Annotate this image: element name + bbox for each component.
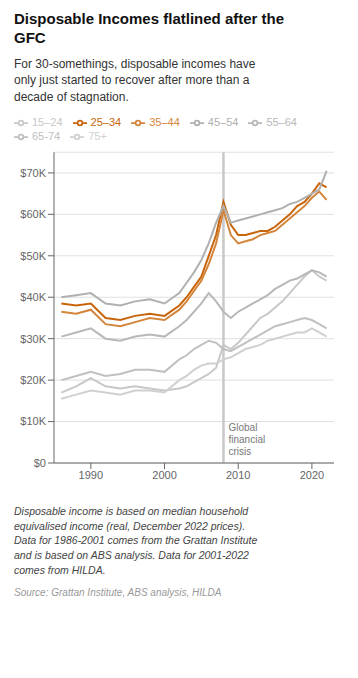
svg-text:$10K: $10K — [20, 415, 46, 427]
html-text:For 30-somethings, disposable: For 30-somethings, disposable incomes ha… — [14, 56, 256, 105]
svg-text:$0: $0 — [34, 457, 46, 469]
svg-text:Globalfinancialcrisis: Globalfinancialcrisis — [228, 422, 265, 457]
svg-text:2010: 2010 — [226, 469, 250, 481]
svg-text:1990: 1990 — [79, 469, 103, 481]
html-text:75+: 75+ — [88, 130, 107, 142]
html-text:Disposable income is based on: Disposable income is based on median hou… — [14, 504, 258, 576]
html-text:35–44: 35–44 — [149, 115, 180, 128]
html-text:15–24: 15–24 — [32, 115, 63, 128]
html-text:55–64: 55–64 — [266, 115, 297, 128]
svg-text:$50K: $50K — [20, 250, 46, 262]
html-text:25–34: 25–34 — [90, 115, 122, 128]
svg-text:$40K: $40K — [20, 291, 46, 303]
html-text:45–54: 45–54 — [207, 115, 239, 128]
svg-text:$60K: $60K — [20, 208, 46, 220]
html-text:Disposable Incomes flatlined a: Disposable Incomes flatlined after the G… — [14, 10, 285, 46]
svg-text:2020: 2020 — [300, 469, 324, 481]
html-text:65-74: 65-74 — [32, 130, 61, 142]
svg-text:$70K: $70K — [20, 167, 46, 179]
svg-text:$30K: $30K — [20, 332, 46, 344]
svg-text:$20K: $20K — [20, 374, 46, 386]
svg-text:2000: 2000 — [152, 469, 176, 481]
html-text:Source: Grattan Institute, ABS: Source: Grattan Institute, ABS analysis,… — [14, 587, 222, 599]
